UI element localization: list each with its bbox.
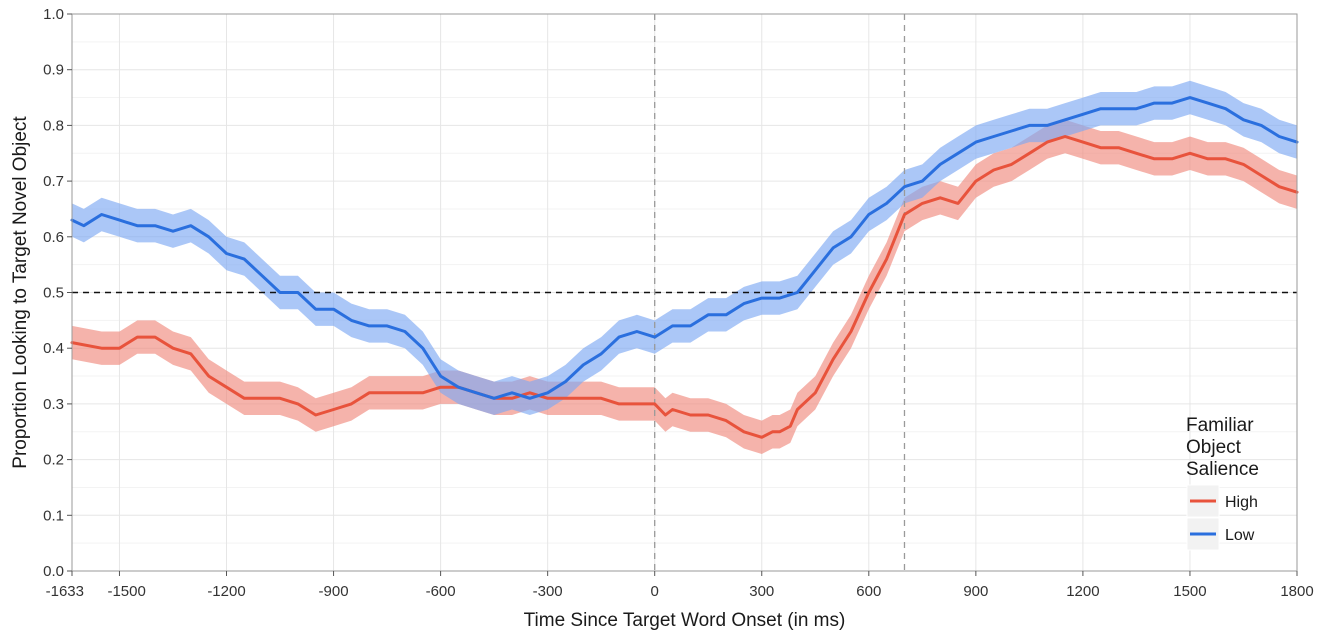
x-tick-label: -900 xyxy=(319,583,349,600)
x-tick-label: 600 xyxy=(856,583,881,600)
band-low xyxy=(72,80,1297,416)
x-tick-label: -1200 xyxy=(207,583,245,600)
y-tick-label: 0.5 xyxy=(43,285,64,302)
y-axis: 0.0 0.1 0.2 0.3 0.4 0.5 0.6 0.7 0.8 0.9 1.0 xyxy=(43,6,72,580)
series-line-low xyxy=(70,96,1299,400)
series-line-high xyxy=(70,135,1299,439)
x-tick-label: -300 xyxy=(533,583,563,600)
band-high xyxy=(72,119,1297,455)
legend-label-low: Low xyxy=(1225,527,1255,544)
x-axis-title: Time Since Target Word Onset (in ms) xyxy=(524,610,846,631)
y-tick-label: 1.0 xyxy=(43,6,64,23)
x-tick-label: 1200 xyxy=(1066,583,1099,600)
x-tick-label: -1633 xyxy=(46,583,84,600)
legend-label-high: High xyxy=(1225,494,1258,511)
x-tick-label: 900 xyxy=(963,583,988,600)
y-tick-label: 0.2 xyxy=(43,452,64,469)
series-lines xyxy=(70,96,1299,439)
legend-title-line: Familiar xyxy=(1186,415,1254,436)
y-axis-title: Proportion Looking to Target Novel Objec… xyxy=(10,116,31,469)
y-tick-label: 0.0 xyxy=(43,563,64,580)
legend-title-line: Salience xyxy=(1186,459,1259,480)
y-tick-label: 0.9 xyxy=(43,62,64,79)
y-tick-label: 0.4 xyxy=(43,340,64,357)
legend-items: High Low xyxy=(1186,484,1258,551)
y-tick-label: 0.7 xyxy=(43,173,64,190)
x-tick-label: 1500 xyxy=(1173,583,1206,600)
y-tick-label: 0.6 xyxy=(43,229,64,246)
reference-lines xyxy=(72,14,1297,571)
x-axis: -1633 -1500 -1200 -900 -600 -300 0 300 600 900 120… xyxy=(46,571,1314,600)
y-tick-label: 0.8 xyxy=(43,117,64,134)
legend-title-line: Object xyxy=(1186,437,1242,458)
y-tick-label: 0.3 xyxy=(43,396,64,413)
x-tick-label: 300 xyxy=(749,583,774,600)
x-tick-label: -600 xyxy=(426,583,456,600)
x-tick-label: 0 xyxy=(651,583,659,600)
x-tick-label: 1800 xyxy=(1280,583,1313,600)
confidence-bands xyxy=(72,80,1297,455)
y-tick-label: 0.1 xyxy=(43,507,64,524)
legend: Familiar Object Salience High Low xyxy=(1186,415,1259,551)
x-tick-label: -1500 xyxy=(107,583,145,600)
